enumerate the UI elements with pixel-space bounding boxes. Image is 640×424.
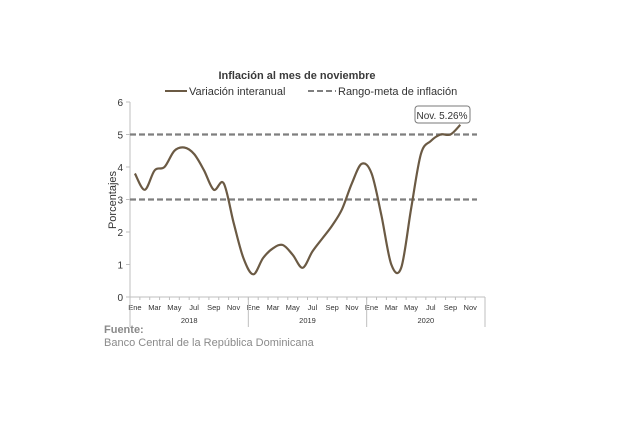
year-label: 2020 bbox=[417, 316, 434, 325]
y-tick-label: 3 bbox=[117, 196, 123, 207]
y-tick-label: 1 bbox=[117, 261, 123, 272]
x-tick-label: Jul bbox=[426, 303, 436, 312]
y-tick-label: 5 bbox=[117, 131, 123, 142]
x-tick-label: May bbox=[286, 303, 300, 312]
x-tick-label: Nov bbox=[464, 303, 478, 312]
year-label: 2018 bbox=[181, 316, 198, 325]
x-tick-label: Ene bbox=[128, 303, 141, 312]
x-tick-label: Ene bbox=[365, 303, 378, 312]
x-tick-label: Mar bbox=[267, 303, 280, 312]
x-tick-label: Sep bbox=[207, 303, 220, 312]
chart-title: Inflación al mes de noviembre bbox=[218, 70, 375, 82]
y-ticks: 0 1 2 3 4 5 6 bbox=[117, 98, 130, 304]
y-tick-label: 2 bbox=[117, 228, 123, 239]
x-tick-label: Sep bbox=[444, 303, 457, 312]
source-label: Fuente: bbox=[104, 324, 144, 336]
legend-label-variacion: Variación interanual bbox=[189, 86, 285, 98]
year-label: 2019 bbox=[299, 316, 316, 325]
y-tick-label: 6 bbox=[117, 98, 123, 109]
x-tick-label: Mar bbox=[148, 303, 161, 312]
target-range-lines bbox=[130, 133, 477, 201]
x-tick-label: Jul bbox=[308, 303, 318, 312]
series-line-variacion bbox=[133, 124, 462, 276]
legend: Variación interanual Rango-meta de infla… bbox=[165, 86, 457, 98]
legend-label-rango: Rango-meta de inflación bbox=[338, 86, 457, 98]
y-tick-label: 0 bbox=[117, 293, 123, 304]
x-tick-label: Ene bbox=[247, 303, 260, 312]
annotation-text: Nov. 5.26% bbox=[417, 111, 468, 122]
x-tick-label: Mar bbox=[385, 303, 398, 312]
y-tick-label: 4 bbox=[117, 163, 123, 174]
source-text: Banco Central de la República Dominicana bbox=[104, 337, 314, 349]
x-tick-label: May bbox=[167, 303, 181, 312]
x-ticks: Ene Mar May Jul Sep Nov 2018 Ene Mar May Jul Sep Nov… bbox=[128, 297, 486, 327]
x-tick-label: Sep bbox=[325, 303, 338, 312]
x-tick-label: May bbox=[404, 303, 418, 312]
x-tick-label: Nov bbox=[345, 303, 359, 312]
x-tick-label: Nov bbox=[227, 303, 241, 312]
x-tick-label: Jul bbox=[189, 303, 199, 312]
annotation-box bbox=[414, 105, 471, 124]
annotation: Nov. 5.26% bbox=[414, 105, 471, 124]
y-axis-label: Porcentajes bbox=[107, 170, 119, 229]
